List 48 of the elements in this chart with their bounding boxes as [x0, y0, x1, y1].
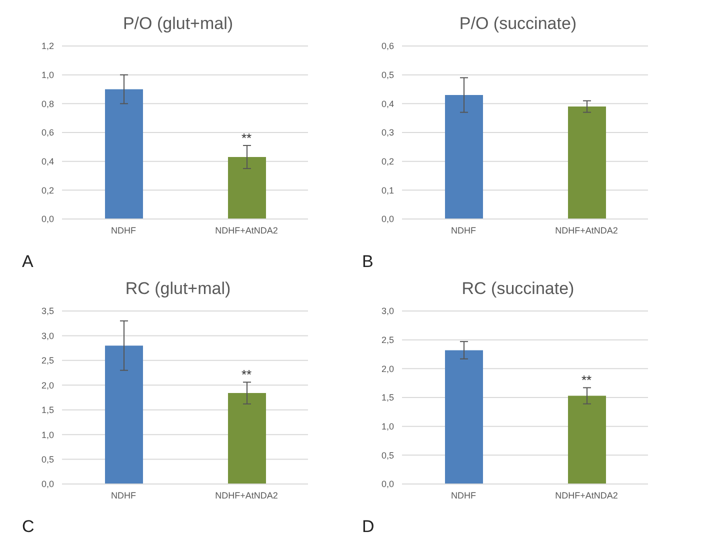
text: D: [362, 517, 374, 537]
y-tick-label: 3,0: [381, 306, 394, 316]
chart-title: RC (glut+mal): [124, 279, 232, 300]
y-tick-label: 1,0: [381, 422, 394, 432]
y-tick-label: 0,0: [41, 214, 54, 224]
y-tick-label: 2,5: [381, 335, 394, 346]
y-tick-label: 0,8: [41, 98, 54, 109]
annotation: **: [241, 367, 252, 382]
y-tick-label: 3,5: [41, 306, 54, 316]
y-tick-label: 0,1: [381, 185, 394, 196]
text: A: [22, 252, 34, 272]
y-tick-label: 0,0: [41, 479, 54, 490]
y-tick-label: 0,3: [381, 128, 394, 138]
x-tick-label: NDHF+AtNDA2: [555, 490, 618, 500]
y-tick-label: 2,0: [41, 380, 54, 390]
y-tick-label: 0,6: [381, 41, 394, 52]
y-tick-label: 0,0: [381, 214, 394, 224]
chart-title: P/O (succinate): [458, 14, 578, 35]
y-tick-label: 0,5: [41, 454, 54, 464]
y-tick-label: 1,0: [41, 430, 54, 440]
y-tick-label: 0,5: [381, 70, 394, 80]
text: C: [22, 517, 34, 537]
y-tick-label: 0,5: [381, 450, 394, 460]
y-tick-label: 1,0: [41, 70, 54, 80]
x-tick-label: NDHF+AtNDA2: [215, 225, 278, 236]
x-tick-label: NDHF+AtNDA2: [215, 490, 278, 500]
chart-title: P/O (glut+mal): [122, 14, 234, 35]
y-tick-label: 2,5: [41, 356, 54, 366]
x-tick-label: NDHF: [111, 490, 136, 500]
x-tick-label: NDHF: [451, 225, 476, 236]
y-tick-label: 1,5: [41, 405, 54, 416]
chart-title: RC (succinate): [460, 279, 576, 300]
y-tick-label: 0,0: [381, 479, 394, 490]
y-tick-label: 0,4: [41, 156, 54, 167]
y-tick-label: 1,2: [41, 41, 54, 52]
x-tick-label: NDHF+AtNDA2: [555, 225, 618, 236]
y-tick-label: 0,2: [41, 185, 54, 196]
x-tick-label: NDHF: [451, 490, 476, 500]
y-tick-label: 0,2: [381, 156, 394, 167]
x-tick-label: NDHF: [111, 225, 136, 236]
annotation: **: [581, 372, 592, 388]
y-tick-label: 3,0: [41, 330, 54, 341]
y-tick-label: 0,6: [41, 128, 54, 138]
y-tick-label: 2,0: [381, 364, 394, 374]
text: B: [362, 252, 374, 272]
y-tick-label: 0,4: [381, 98, 394, 109]
annotation: **: [241, 130, 252, 146]
y-tick-label: 1,5: [381, 392, 394, 403]
